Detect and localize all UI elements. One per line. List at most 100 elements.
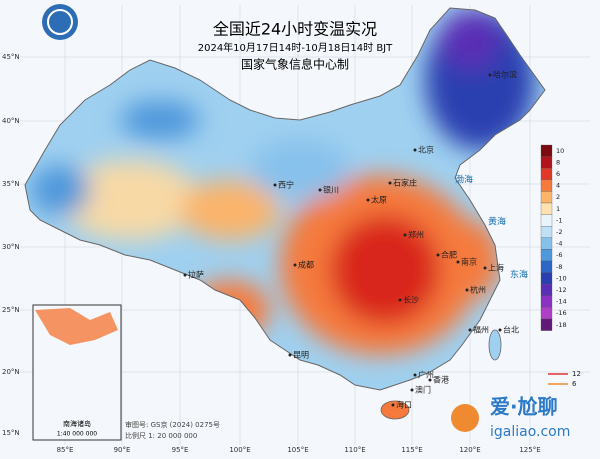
inset-title: 南海诸岛 bbox=[63, 419, 91, 428]
lat-label: 15°N bbox=[2, 429, 20, 437]
legend-label: -12 bbox=[556, 286, 567, 294]
contour-label: 12 bbox=[572, 370, 581, 378]
sea-label: 东海 bbox=[510, 269, 528, 281]
city-marker bbox=[293, 263, 297, 267]
city-marker bbox=[456, 260, 460, 264]
lon-label: 100°E bbox=[229, 446, 250, 454]
lon-label: 115°E bbox=[401, 446, 422, 454]
legend-swatch bbox=[540, 168, 553, 180]
city-marker bbox=[410, 388, 414, 392]
legend-swatch bbox=[540, 237, 553, 250]
city-label: 成都 bbox=[298, 260, 314, 270]
city-label: 上海 bbox=[488, 263, 504, 273]
watermark: 爱·尬聊 igaliao.com bbox=[451, 395, 570, 440]
lon-label: 85°E bbox=[57, 446, 74, 454]
city-marker bbox=[436, 253, 440, 257]
legend-swatch bbox=[540, 191, 553, 204]
legend-swatch bbox=[540, 144, 553, 157]
city-label: 澳门 bbox=[415, 385, 431, 395]
contour-label: 6 bbox=[572, 380, 577, 388]
inset-scale: 1:40 000 000 bbox=[57, 431, 97, 438]
city-marker bbox=[403, 233, 407, 237]
city-marker bbox=[318, 188, 322, 192]
city-label: 台北 bbox=[503, 325, 519, 335]
lat-label: 20°N bbox=[2, 368, 20, 376]
legend-swatch bbox=[540, 202, 553, 215]
city-marker bbox=[273, 183, 277, 187]
city-marker bbox=[465, 288, 469, 292]
city-marker bbox=[468, 328, 472, 332]
city-label: 香港 bbox=[433, 375, 449, 385]
legend-swatch bbox=[540, 226, 553, 238]
issuer: 国家气象信息中心制 bbox=[241, 57, 349, 72]
legend-swatch bbox=[540, 307, 553, 320]
legend-swatch bbox=[540, 214, 553, 227]
watermark-name: 爱·尬聊 bbox=[490, 395, 558, 419]
legend-label: 2 bbox=[556, 193, 560, 201]
legend-label: 1 bbox=[556, 205, 560, 213]
city-label: 拉萨 bbox=[188, 270, 204, 280]
lat-label: 25°N bbox=[2, 306, 20, 314]
legend-label: -18 bbox=[556, 321, 567, 329]
city-marker bbox=[488, 73, 492, 77]
city-label: 郑州 bbox=[408, 230, 424, 240]
legend-swatch bbox=[540, 179, 553, 192]
subtitle: 2024年10月17日14时-10月18日14时 BJT bbox=[198, 41, 393, 54]
city-label: 哈尔滨 bbox=[493, 70, 517, 80]
city-marker bbox=[398, 298, 402, 302]
legend-swatch bbox=[540, 295, 553, 308]
lon-label: 105°E bbox=[287, 446, 308, 454]
city-label: 福州 bbox=[473, 326, 489, 335]
lon-label: 95°E bbox=[172, 446, 189, 454]
logo bbox=[42, 4, 78, 40]
city-marker bbox=[483, 266, 487, 270]
watermark-site: igaliao.com bbox=[490, 424, 570, 440]
lon-label: 110°E bbox=[344, 446, 365, 454]
lat-label: 45°N bbox=[2, 53, 20, 61]
city-label: 北京 bbox=[418, 145, 434, 155]
lon-label: 125°E bbox=[519, 446, 540, 454]
city-label: 昆明 bbox=[293, 351, 309, 360]
lon-label: 90°E bbox=[114, 446, 131, 454]
legend-label: -6 bbox=[556, 251, 562, 259]
lat-label: 40°N bbox=[2, 117, 20, 125]
legend-label: -4 bbox=[556, 240, 562, 248]
legend-label: -1 bbox=[556, 216, 562, 224]
legend-label: -16 bbox=[556, 309, 567, 317]
legend-swatch bbox=[540, 272, 553, 285]
taiwan bbox=[488, 329, 502, 361]
city-marker bbox=[428, 378, 432, 382]
city-label: 南京 bbox=[461, 257, 477, 267]
sea-label: 渤海 bbox=[455, 174, 473, 186]
legend-swatch bbox=[540, 156, 553, 169]
scale-note: 比例尺 1: 20 000 000 bbox=[125, 431, 197, 440]
legend-label: -10 bbox=[556, 274, 567, 282]
legend-label: -8 bbox=[556, 263, 562, 271]
city-marker bbox=[413, 148, 417, 152]
legend-swatch bbox=[540, 318, 553, 331]
legend-swatch bbox=[540, 249, 553, 262]
city-marker bbox=[498, 328, 502, 332]
title: 全国近24小时变温实况 bbox=[213, 20, 377, 39]
inset-map: 南海诸岛 1:40 000 000 bbox=[32, 304, 122, 441]
city-marker bbox=[413, 373, 417, 377]
city-marker bbox=[391, 403, 395, 407]
city-label: 银川 bbox=[323, 185, 339, 195]
sea-label: 黄海 bbox=[488, 216, 506, 228]
city-label: 合肥 bbox=[441, 250, 457, 260]
country-outline bbox=[24, 7, 546, 391]
city-label: 长沙 bbox=[403, 295, 419, 305]
legend-label: -2 bbox=[556, 228, 562, 236]
city-label: 广州 bbox=[418, 370, 434, 380]
lat-label: 35°N bbox=[2, 180, 20, 188]
city-marker bbox=[183, 273, 187, 277]
legend-swatch bbox=[540, 260, 553, 273]
city-marker bbox=[366, 198, 370, 202]
city-label: 太原 bbox=[371, 195, 387, 205]
legend-label: -14 bbox=[556, 298, 567, 306]
city-label: 海口 bbox=[396, 400, 412, 410]
city-marker bbox=[288, 353, 292, 357]
generated: 45°N 40°N 35°N 30°N 25°N 20°N 15°N 85°E 90°E 95°E… bbox=[2, 53, 581, 454]
city-marker bbox=[388, 181, 392, 185]
